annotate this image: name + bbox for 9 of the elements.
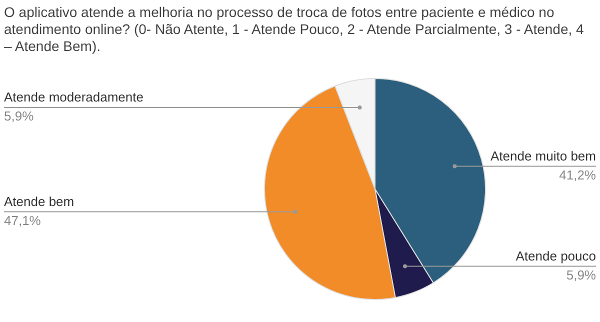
slice-label: Atende moderadamente (4, 90, 144, 105)
chart-title: O aplicativo atende a melhoria no processo de troca de fotos entre paciente e médico no atendimento online? (0- Não Atente, 1 - Atende Pouco, 2 - Atende Parcialmente, 3 - Atende, 4 – Atende Bem). (3, 3, 585, 56)
slice-label: Atende muito bem (490, 148, 596, 164)
data-label: 47,1% (4, 212, 42, 228)
data-label: 5,9% (566, 267, 596, 282)
slice-label: Atende pouco (516, 248, 596, 264)
slice-label: Atende bem (4, 194, 74, 209)
data-label: 41,2% (559, 167, 596, 182)
data-label: 5,9% (4, 108, 34, 124)
